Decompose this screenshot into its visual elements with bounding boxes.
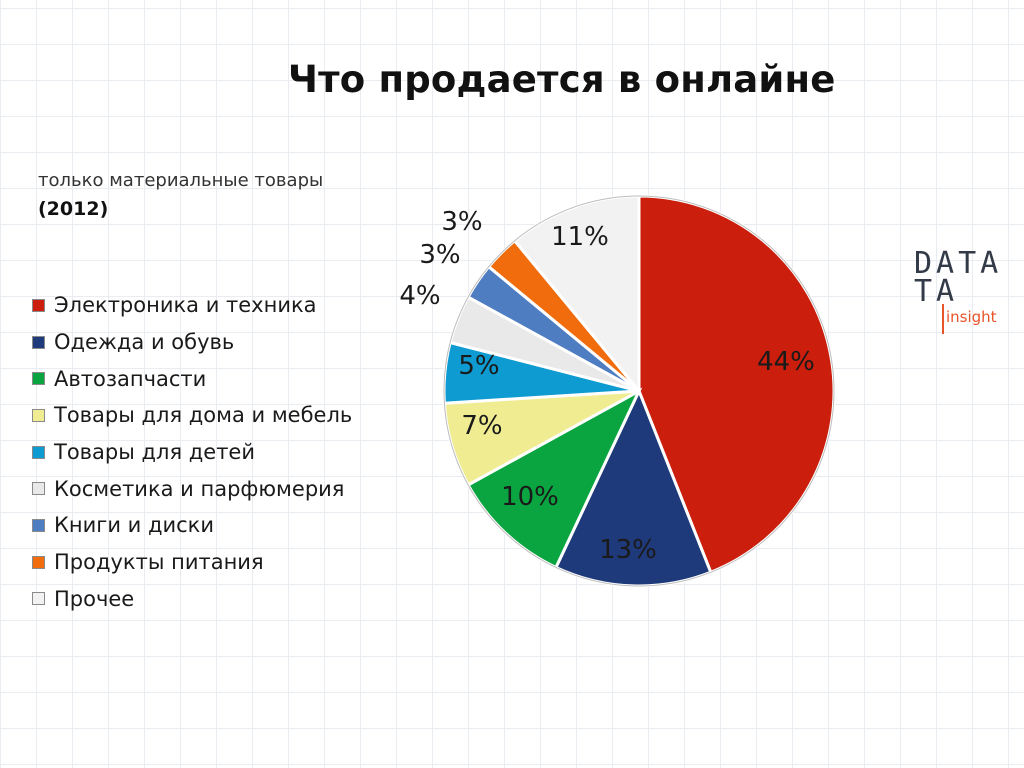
legend-swatch	[32, 445, 45, 459]
logo-letters: DATA TA	[914, 246, 1003, 309]
pie-data-label: 5%	[458, 351, 499, 381]
legend-label: Одежда и обувь	[54, 330, 235, 355]
chart-year: (2012)	[38, 198, 109, 220]
legend-item: Продукты питания	[32, 544, 352, 581]
logo-tagline: insight	[946, 308, 997, 326]
pie-data-label: 3%	[419, 240, 460, 270]
data-insight-logo: DATA TA insight	[914, 246, 1014, 334]
pie-data-label: 11%	[551, 222, 609, 252]
legend-item: Прочее	[32, 581, 352, 618]
legend-swatch	[32, 555, 45, 569]
legend-item: Книги и диски	[32, 507, 352, 544]
legend-swatch	[32, 372, 45, 386]
chart-subtitle: только материальные товары	[38, 170, 324, 191]
legend-label: Книги и диски	[54, 513, 215, 538]
pie-outline	[443, 195, 835, 587]
legend-label: Прочее	[54, 586, 135, 611]
legend-item: Товары для дома и мебель	[32, 397, 352, 434]
pie-data-label: 13%	[599, 535, 657, 565]
legend-label: Продукты питания	[54, 550, 264, 575]
legend-label: Товары для детей	[54, 440, 255, 465]
legend-label: Автозапчасти	[54, 366, 207, 391]
legend-label: Электроника и техника	[54, 293, 317, 318]
legend-item: Косметика и парфюмерия	[32, 470, 352, 507]
legend-swatch	[32, 335, 45, 349]
pie-data-label: 3%	[441, 207, 482, 237]
legend-swatch	[32, 298, 45, 312]
pie-data-label: 10%	[501, 482, 559, 512]
pie-data-label: 7%	[461, 411, 502, 441]
legend-item: Электроника и техника	[32, 287, 352, 324]
legend-item: Автозапчасти	[32, 360, 352, 397]
legend-item: Товары для детей	[32, 434, 352, 471]
legend-swatch	[32, 408, 45, 422]
chart-title: Что продается в онлайне	[288, 58, 836, 101]
logo-accent-bar	[942, 304, 944, 334]
legend-label: Косметика и парфюмерия	[54, 476, 345, 501]
pie-data-label: 44%	[757, 347, 815, 377]
pie-data-label: 4%	[399, 281, 440, 311]
chart-legend: Электроника и техника Одежда и обувь Автоз…	[32, 287, 352, 617]
legend-item: Одежда и обувь	[32, 324, 352, 361]
legend-label: Товары для дома и мебель	[54, 403, 353, 428]
legend-swatch	[32, 482, 45, 496]
legend-swatch	[32, 518, 45, 532]
legend-swatch	[32, 592, 45, 606]
